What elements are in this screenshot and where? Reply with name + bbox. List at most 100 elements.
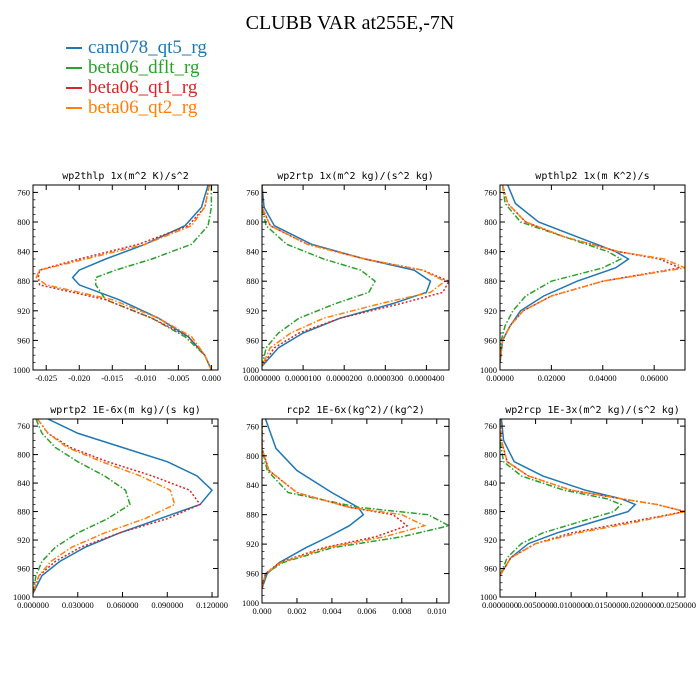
x-tick-label-0-4: -0.005 <box>167 373 189 383</box>
y-tick-label-1-1: 800 <box>246 217 259 227</box>
y-tick-label-1-6: 1000 <box>242 365 259 375</box>
panel-frame-1 <box>261 184 450 371</box>
legend-label-0: cam078_qt5_rg <box>88 37 207 58</box>
legend-swatch-3 <box>66 107 82 109</box>
panel-title-4: rcp2 1E-6x(kg^2)/(kg^2) <box>286 405 424 416</box>
y-tick-label-2-1: 800 <box>484 217 497 227</box>
y-tick-label-4-3: 880 <box>246 510 259 520</box>
x-tick-label-1-3: 0.0000300 <box>367 373 403 383</box>
x-tick-label-5-0: 0.0000000 <box>482 600 518 610</box>
y-tick-label-0-1: 800 <box>17 217 30 227</box>
legend-label-2: beta06_qt1_rg <box>88 77 198 98</box>
y-tick-label-1-5: 960 <box>246 335 259 345</box>
x-tick-label-0-3: -0.010 <box>134 373 156 383</box>
series-line-5-1 <box>500 419 623 576</box>
x-tick-label-3-2: 0.060000 <box>107 600 139 610</box>
series-line-4-0 <box>262 419 365 589</box>
panel-2: wpthlp2 1x(m K^2)/s 760 800 840 880 920 960 100… <box>480 171 686 383</box>
x-tick-label-0-2: -0.015 <box>101 373 123 383</box>
x-tick-label-1-1: 0.0000100 <box>285 373 321 383</box>
x-tick-label-3-4: 0.120000 <box>196 600 228 610</box>
series-line-4-1 <box>262 419 449 589</box>
y-tick-label-0-6: 1000 <box>13 365 30 375</box>
y-tick-label-0-2: 840 <box>17 247 30 257</box>
y-tick-label-4-6: 1000 <box>242 598 259 608</box>
legend-item-1: beta06_dflt_rg <box>66 58 207 78</box>
panel-3: wprtp2 1E-6x(m kg)/(s kg) 760 800 840 880 920… <box>13 405 228 610</box>
y-tick-label-2-5: 960 <box>484 335 497 345</box>
y-tick-label-1-2: 840 <box>246 247 259 257</box>
y-tick-label-3-5: 960 <box>17 564 30 574</box>
x-tick-label-1-4: 0.0000400 <box>408 373 444 383</box>
legend-swatch-1 <box>66 67 82 69</box>
legend: cam078_qt5_rg beta06_dflt_rg beta06_qt1_… <box>66 38 207 118</box>
x-tick-label-2-0: 0.00000 <box>486 373 514 383</box>
chart-title: CLUBB VAR at255E,-7N <box>245 12 455 34</box>
legend-swatch-0 <box>66 47 82 49</box>
x-tick-label-4-3: 0.006 <box>357 606 376 616</box>
y-tick-label-3-4: 920 <box>17 535 30 545</box>
y-tick-label-2-3: 880 <box>484 276 497 286</box>
x-tick-label-3-1: 0.030000 <box>62 600 94 610</box>
series-line-0-3 <box>35 185 213 370</box>
panel-frame-4 <box>261 418 450 604</box>
y-tick-label-5-4: 920 <box>484 535 497 545</box>
y-tick-label-5-6: 1000 <box>480 592 497 602</box>
series-line-0-1 <box>95 185 213 370</box>
panel-title-0: wp2thlp 1x(m^2 K)/s^2 <box>62 171 188 182</box>
panel-title-3: wprtp2 1E-6x(m kg)/(s kg) <box>50 405 201 416</box>
series-line-1-2 <box>262 185 449 367</box>
y-tick-label-4-5: 960 <box>246 569 259 579</box>
series-line-4-3 <box>262 419 427 589</box>
x-tick-label-2-1: 0.02000 <box>538 373 566 383</box>
y-tick-label-4-4: 920 <box>246 539 259 549</box>
legend-swatch-2 <box>66 87 82 89</box>
x-tick-label-1-2: 0.0000200 <box>326 373 362 383</box>
panel-1: wp2rtp 1x(m^2 kg)/(s^2 kg) 760 800 840 880 92… <box>242 171 450 383</box>
x-tick-label-5-5: 0.0250000 <box>660 600 696 610</box>
series-line-2-0 <box>500 185 630 363</box>
series-line-3-0 <box>33 419 214 594</box>
y-tick-label-4-1: 800 <box>246 451 259 461</box>
x-tick-label-5-1: 0.0050000 <box>518 600 554 610</box>
y-tick-label-3-0: 760 <box>17 421 30 431</box>
series-line-3-3 <box>33 419 176 594</box>
x-tick-label-4-4: 0.008 <box>392 606 411 616</box>
y-tick-label-5-3: 880 <box>484 507 497 517</box>
x-tick-label-1-0: 0.0000000 <box>244 373 280 383</box>
y-tick-label-3-1: 800 <box>17 450 30 460</box>
y-tick-label-5-5: 960 <box>484 564 497 574</box>
y-tick-label-0-4: 920 <box>17 306 30 316</box>
legend-item-2: beta06_qt1_rg <box>66 78 207 98</box>
y-tick-label-5-0: 760 <box>484 421 497 431</box>
panel-frame-5 <box>499 418 686 598</box>
y-tick-label-3-3: 880 <box>17 507 30 517</box>
panel-frame-3 <box>32 418 219 598</box>
y-tick-label-2-2: 840 <box>484 247 497 257</box>
y-tick-label-1-0: 760 <box>246 187 259 197</box>
legend-item-0: cam078_qt5_rg <box>66 38 207 58</box>
y-tick-label-2-0: 760 <box>484 187 497 197</box>
x-tick-label-0-0: -0.025 <box>35 373 57 383</box>
x-tick-label-2-3: 0.06000 <box>640 373 668 383</box>
panel-5: wp2rcp 1E-3x(m^2 kg)/(s^2 kg) 760 800 840 88… <box>480 405 696 610</box>
panel-title-1: wp2rtp 1x(m^2 kg)/(s^2 kg) <box>277 171 434 182</box>
panel-0: wp2thlp 1x(m^2 K)/s^2 760 800 840 880 920 960 1… <box>13 171 221 383</box>
x-tick-label-5-4: 0.0200000 <box>624 600 660 610</box>
series-line-1-1 <box>262 185 376 367</box>
legend-item-3: beta06_qt2_rg <box>66 98 207 118</box>
x-tick-label-2-2: 0.04000 <box>589 373 617 383</box>
series-line-2-3 <box>500 185 685 363</box>
panel-4: rcp2 1E-6x(kg^2)/(kg^2) 760 800 840 880 920 96… <box>242 405 450 616</box>
series-line-3-2 <box>33 419 202 594</box>
y-tick-label-4-0: 760 <box>246 421 259 431</box>
y-tick-label-5-2: 840 <box>484 478 497 488</box>
series-line-0-2 <box>37 185 213 370</box>
y-tick-label-5-1: 800 <box>484 450 497 460</box>
y-tick-label-2-6: 1000 <box>480 365 497 375</box>
x-tick-label-4-5: 0.010 <box>427 606 446 616</box>
y-tick-label-3-6: 1000 <box>13 592 30 602</box>
panel-title-5: wp2rcp 1E-3x(m^2 kg)/(s^2 kg) <box>505 405 680 416</box>
legend-label-3: beta06_qt2_rg <box>88 97 198 118</box>
y-tick-label-3-2: 840 <box>17 478 30 488</box>
